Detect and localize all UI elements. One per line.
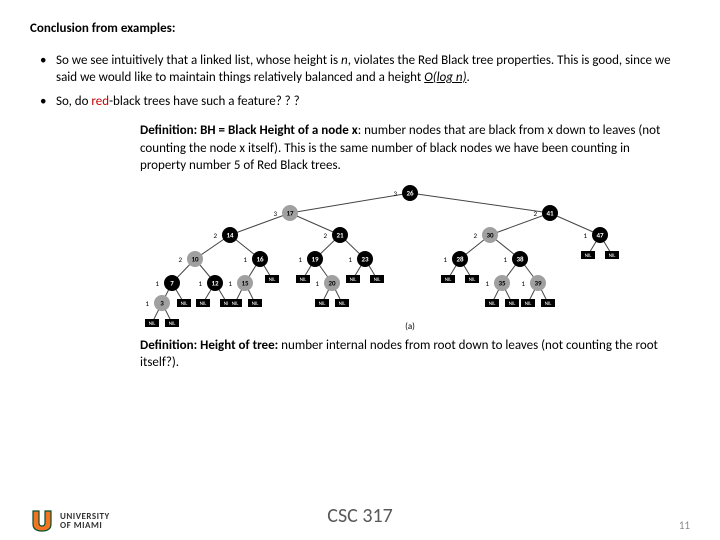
svg-text:10: 10 (191, 254, 199, 263)
svg-text:7: 7 (170, 278, 174, 287)
logo: UNIVERSITY OF MIAMI (30, 508, 110, 534)
svg-text:3: 3 (273, 209, 277, 218)
def1-label: Definition: BH = Black Height of a node … (140, 123, 358, 138)
svg-text:NIL: NIL (489, 301, 496, 307)
svg-text:21: 21 (336, 230, 344, 239)
b1-pre: So we see intuitively that a linked list… (56, 53, 341, 68)
tree-diagram-wrap: NIL NIL NIL NIL NIL NIL NIL NIL NIL NIL NIL NIL NIL N… (140, 181, 690, 331)
svg-text:NIL: NIL (609, 253, 616, 259)
svg-text:47: 47 (596, 230, 604, 239)
svg-text:1: 1 (583, 231, 587, 240)
svg-text:1: 1 (243, 255, 247, 264)
svg-text:12: 12 (211, 278, 219, 287)
svg-text:NIL: NIL (445, 277, 452, 283)
svg-text:28: 28 (456, 254, 464, 263)
svg-text:1: 1 (348, 255, 352, 264)
svg-text:1: 1 (298, 255, 302, 264)
bullet-1: So we see intuitively that a linked list… (38, 52, 690, 87)
bullet-list: So we see intuitively that a linked list… (30, 52, 690, 111)
svg-text:16: 16 (256, 254, 264, 263)
svg-text:35: 35 (498, 278, 506, 287)
b1-i1: n (341, 53, 348, 68)
footer: UNIVERSITY OF MIAMI CSC 317 11 (30, 508, 690, 534)
svg-text:38: 38 (516, 254, 524, 263)
course-code: CSC 317 (327, 503, 392, 530)
svg-text:3: 3 (393, 189, 397, 198)
svg-text:26: 26 (406, 188, 414, 197)
svg-text:NIL: NIL (525, 301, 532, 307)
svg-text:NIL: NIL (200, 301, 207, 307)
svg-text:2: 2 (533, 209, 537, 218)
svg-text:1: 1 (443, 255, 447, 264)
svg-text:NIL: NIL (339, 301, 346, 307)
svg-text:3: 3 (160, 298, 164, 307)
b1-post: . (467, 70, 470, 85)
svg-text:1: 1 (315, 279, 319, 288)
svg-text:NIL: NIL (545, 301, 552, 307)
svg-text:NIL: NIL (149, 321, 156, 327)
svg-text:19: 19 (311, 254, 319, 263)
svg-text:NIL: NIL (232, 301, 239, 307)
b1-i2: O(log n) (424, 70, 466, 85)
svg-text:41: 41 (546, 208, 554, 217)
b2-pre: So, do (56, 94, 91, 109)
svg-text:NIL: NIL (169, 321, 176, 327)
svg-text:NIL: NIL (319, 301, 326, 307)
logo-line2: OF MIAMI (60, 521, 110, 530)
svg-text:17: 17 (286, 208, 294, 217)
b2-post: -black trees have such a feature? ? ? (109, 94, 300, 109)
svg-text:NIL: NIL (585, 253, 592, 259)
svg-text:20: 20 (328, 278, 336, 287)
svg-text:NIL: NIL (469, 277, 476, 283)
heading: Conclusion from examples: (30, 20, 690, 38)
svg-text:2: 2 (473, 231, 477, 240)
svg-text:1: 1 (485, 279, 489, 288)
b2-red: red (91, 94, 109, 109)
svg-text:NIL: NIL (350, 277, 357, 283)
svg-text:1: 1 (503, 255, 507, 264)
svg-text:23: 23 (361, 254, 369, 263)
definition-1: Definition: BH = Black Height of a node … (140, 122, 670, 175)
svg-text:2: 2 (213, 231, 217, 240)
logo-u-icon (30, 508, 54, 534)
svg-text:1: 1 (521, 279, 525, 288)
svg-text:NIL: NIL (269, 277, 276, 283)
logo-text: UNIVERSITY OF MIAMI (60, 512, 110, 530)
svg-text:1: 1 (198, 279, 202, 288)
svg-text:(a): (a) (405, 321, 415, 331)
def2-label: Definition: Height of tree: (140, 338, 278, 353)
bullet-2: So, do red-black trees have such a featu… (38, 93, 690, 111)
svg-text:1: 1 (228, 279, 232, 288)
svg-text:39: 39 (534, 278, 542, 287)
definition-2: Definition: Height of tree: number inter… (140, 337, 670, 372)
tree-diagram: NIL NIL NIL NIL NIL NIL NIL NIL NIL NIL NIL NIL NIL N… (140, 181, 680, 331)
svg-text:30: 30 (486, 230, 494, 239)
svg-text:1: 1 (145, 299, 149, 308)
svg-text:1: 1 (155, 279, 159, 288)
svg-text:NIL: NIL (252, 301, 259, 307)
svg-text:NIL: NIL (509, 301, 516, 307)
svg-text:NIL: NIL (374, 277, 381, 283)
svg-text:15: 15 (241, 278, 249, 287)
page-number: 11 (679, 519, 690, 534)
svg-text:14: 14 (226, 230, 234, 239)
svg-text:2: 2 (178, 255, 182, 264)
svg-text:2: 2 (323, 231, 327, 240)
svg-text:NIL: NIL (300, 277, 307, 283)
svg-text:NIL: NIL (181, 301, 188, 307)
